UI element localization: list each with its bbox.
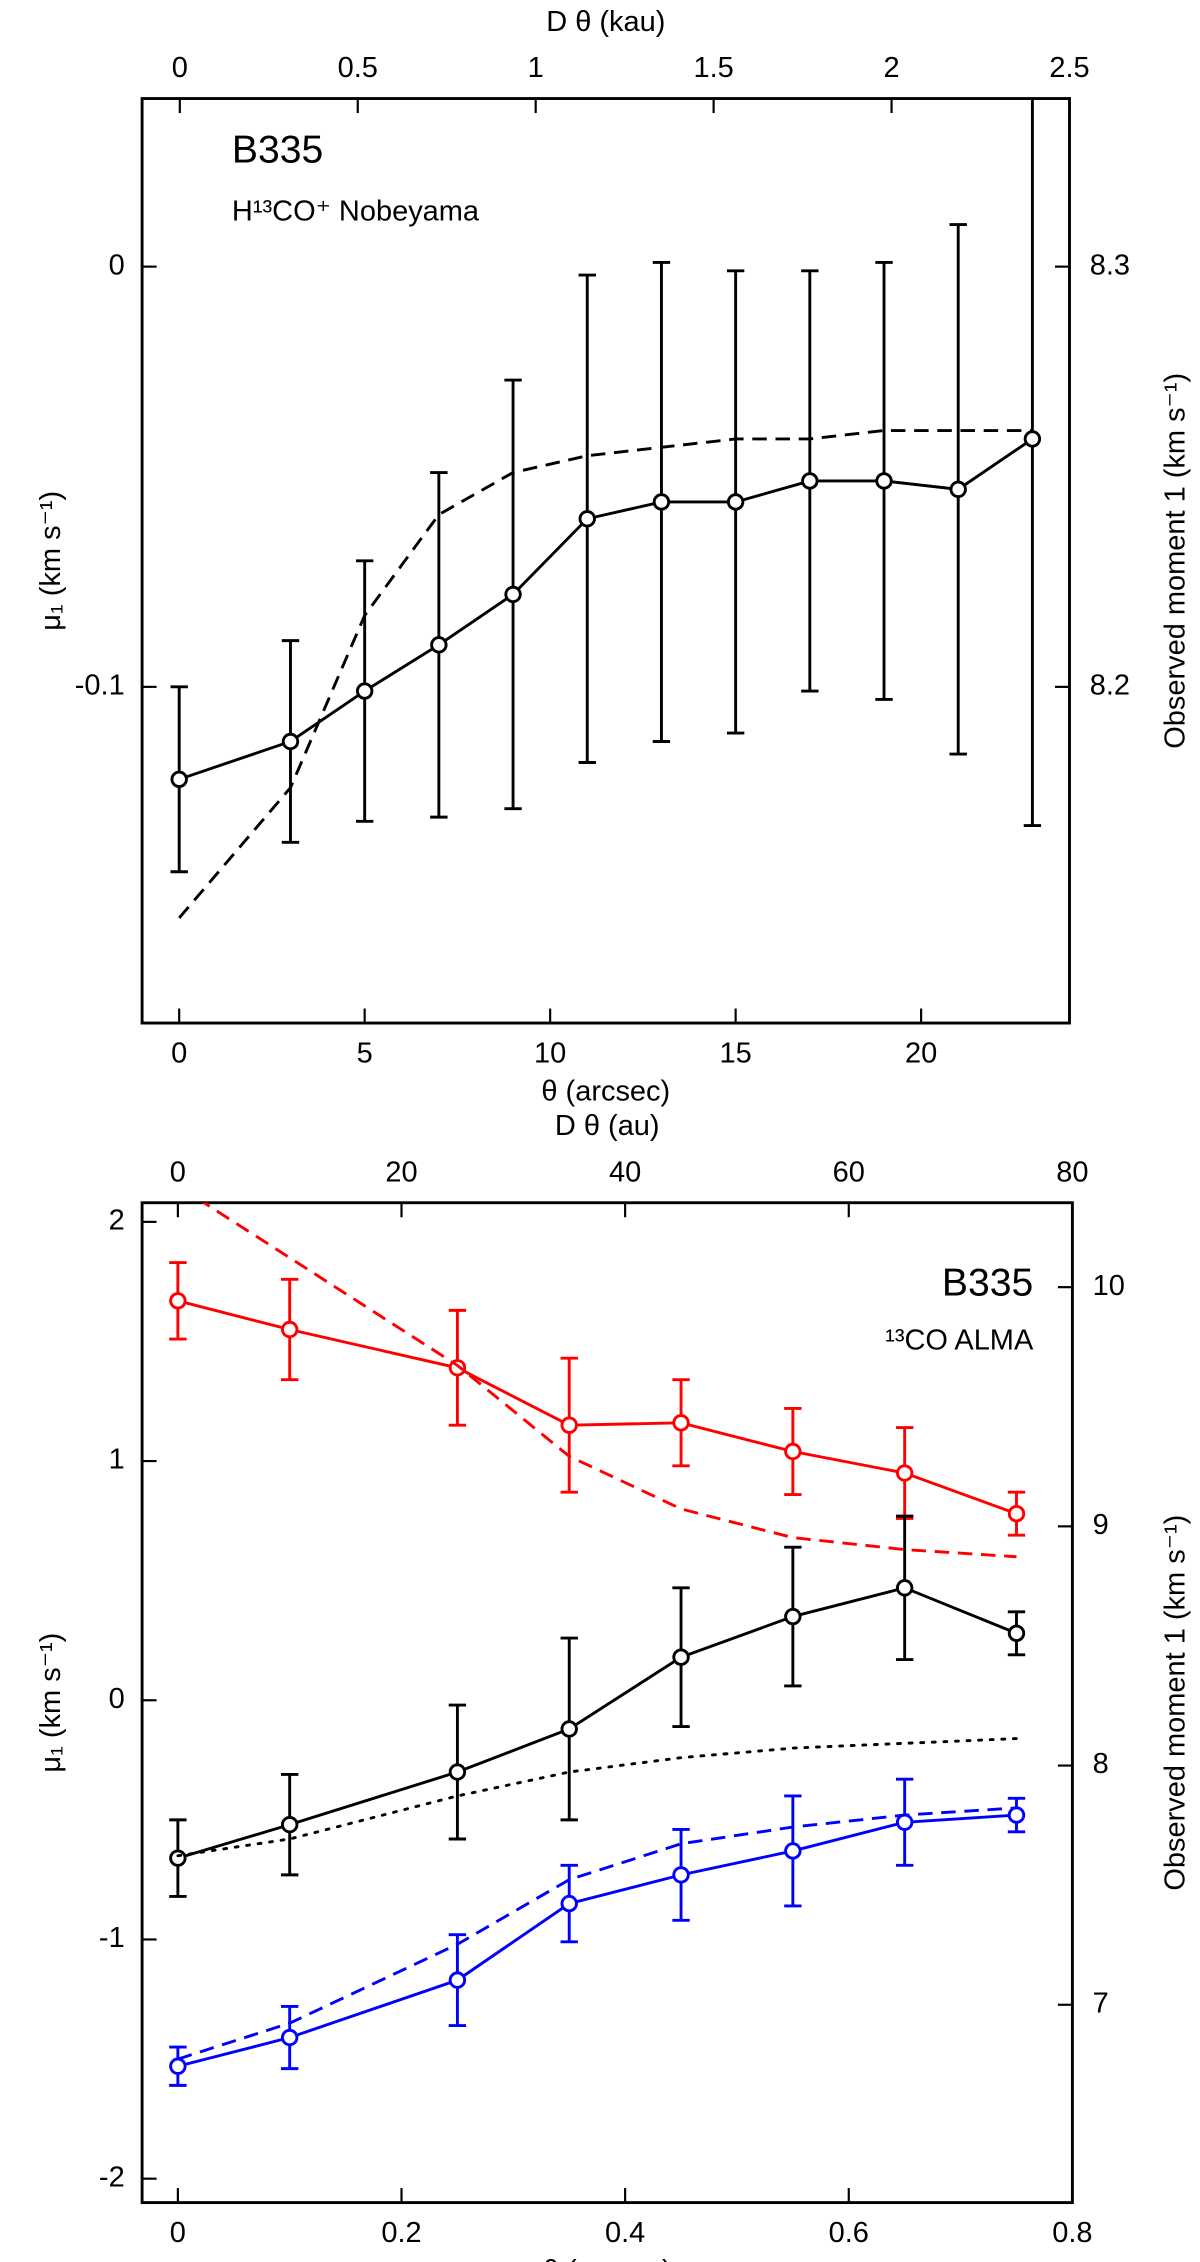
series-line: [176, 1737, 1018, 1858]
y-tick-label: -1: [99, 1922, 125, 1954]
data-point: [895, 1464, 914, 1482]
data-point: [280, 2028, 299, 2047]
y2-axis-label: Observed moment 1 (km s⁻¹): [1159, 1515, 1191, 1891]
x2-tick-label: 0: [170, 1156, 186, 1188]
series-line: [177, 1586, 1018, 1860]
data-point: [448, 1971, 467, 1989]
data-point: [560, 1416, 578, 1434]
series-line: [177, 1299, 1017, 1516]
x-axis-label: θ (arcsec): [541, 1075, 670, 1107]
data-point: [280, 1815, 299, 1834]
y-tick-label: 1: [109, 1444, 125, 1476]
x-axis-label: θ (arcsec): [543, 2255, 672, 2262]
series-line: [177, 1806, 1017, 2061]
data-point: [801, 472, 819, 490]
x-tick-label: 0.2: [381, 2217, 421, 2249]
plot-area: [170, 98, 1042, 919]
plot-frame: [140, 97, 1071, 1025]
y2-tick-label: 8.2: [1090, 670, 1130, 702]
x-tick-label: 5: [357, 1038, 373, 1070]
x-tick-label: 0.8: [1052, 2217, 1092, 2249]
x-tick-label: 0: [170, 2217, 186, 2249]
data-point: [560, 1720, 578, 1738]
data-point: [170, 770, 188, 789]
x-tick-label: 10: [534, 1038, 566, 1070]
x2-axis-label: D θ (kau): [546, 6, 665, 38]
x2-tick-label: 2.5: [1049, 52, 1089, 84]
x2-tick-label: 1.5: [693, 52, 733, 84]
plot-area: [169, 1202, 1026, 2087]
data-point: [652, 493, 671, 511]
data-point: [448, 1763, 467, 1781]
data-point: [281, 732, 300, 751]
annotation: H¹³CO⁺ Nobeyama: [232, 196, 480, 228]
data-point: [1007, 1624, 1026, 1642]
y-tick-label: 0: [109, 249, 125, 281]
annotation: ¹³CO ALMA: [885, 1324, 1034, 1356]
x2-tick-label: 1: [528, 52, 544, 84]
data-point: [1023, 430, 1042, 448]
x2-tick-label: 80: [1056, 1156, 1088, 1188]
x2-tick-label: 40: [609, 1156, 641, 1188]
series-line: [178, 437, 1034, 781]
y2-axis-label: Observed moment 1 (km s⁻¹): [1159, 373, 1191, 749]
series-line: [201, 1202, 1017, 1559]
data-point: [875, 472, 893, 490]
y-tick-label: 2: [109, 1205, 125, 1237]
data-point: [672, 1648, 690, 1666]
data-point: [949, 480, 967, 499]
data-point: [578, 510, 596, 528]
x2-axis-label: D θ (au): [555, 1110, 660, 1142]
y2-tick-label: 7: [1093, 1987, 1109, 2019]
x2-tick-label: 60: [833, 1156, 865, 1188]
data-point: [169, 1292, 187, 1310]
data-point: [726, 493, 745, 511]
x2-tick-label: 0: [172, 52, 188, 84]
data-point: [430, 636, 448, 654]
data-point: [280, 1320, 299, 1339]
data-point: [169, 2057, 187, 2075]
x-tick-label: 20: [905, 1038, 937, 1070]
x2-tick-label: 0.5: [338, 52, 378, 84]
y-axis-label: μ₁ (km s⁻¹): [35, 491, 67, 631]
data-point: [355, 682, 374, 700]
data-point: [560, 1894, 578, 1913]
y-tick-label: 0: [109, 1683, 125, 1715]
x-tick-label: 15: [720, 1038, 752, 1070]
x-tick-label: 0: [171, 1038, 187, 1070]
data-point: [504, 585, 522, 604]
data-point: [895, 1813, 914, 1831]
data-point: [784, 1607, 802, 1626]
data-point: [672, 1414, 690, 1432]
y-tick-label: -0.1: [75, 670, 125, 702]
annotation: B335: [232, 128, 323, 171]
annotation: B335: [942, 1262, 1033, 1305]
data-point: [672, 1866, 690, 1884]
x2-tick-label: 2: [883, 52, 899, 84]
data-point: [1007, 1504, 1026, 1523]
series-line: [178, 429, 1033, 919]
data-point: [895, 1579, 914, 1597]
y2-tick-label: 10: [1093, 1270, 1125, 1302]
x2-tick-label: 20: [385, 1156, 417, 1188]
x-tick-label: 0.4: [605, 2217, 645, 2249]
data-point: [1007, 1806, 1026, 1824]
data-point: [784, 1442, 802, 1461]
data-point: [784, 1842, 802, 1860]
y2-tick-label: 8.3: [1090, 249, 1130, 281]
y-tick-label: -2: [99, 2161, 125, 2193]
series-line: [177, 1813, 1017, 2068]
data-point: [169, 1849, 187, 1867]
x-tick-label: 0.6: [829, 2217, 869, 2249]
plot-frame: [140, 1201, 1074, 2205]
y-axis-label: μ₁ (km s⁻¹): [35, 1633, 67, 1773]
y2-tick-label: 9: [1093, 1509, 1109, 1541]
y2-tick-label: 8: [1093, 1748, 1109, 1780]
